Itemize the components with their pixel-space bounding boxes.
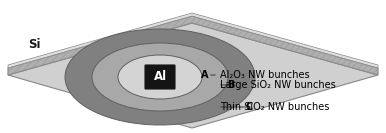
Text: Al₂O₃ NW bunches: Al₂O₃ NW bunches (220, 70, 310, 80)
Text: Si: Si (28, 38, 41, 51)
Text: Large SiO₂ NW bunches: Large SiO₂ NW bunches (220, 80, 336, 90)
Ellipse shape (118, 55, 202, 99)
Ellipse shape (92, 43, 228, 111)
FancyBboxPatch shape (144, 65, 176, 90)
Polygon shape (8, 13, 378, 68)
Polygon shape (8, 16, 378, 75)
Polygon shape (8, 23, 378, 128)
Text: Thin SiO₂ NW bunches: Thin SiO₂ NW bunches (220, 102, 329, 112)
Text: A: A (201, 70, 208, 80)
Text: Al: Al (154, 70, 167, 84)
Text: B: B (227, 80, 234, 90)
Ellipse shape (65, 29, 255, 125)
Text: C: C (246, 102, 253, 112)
